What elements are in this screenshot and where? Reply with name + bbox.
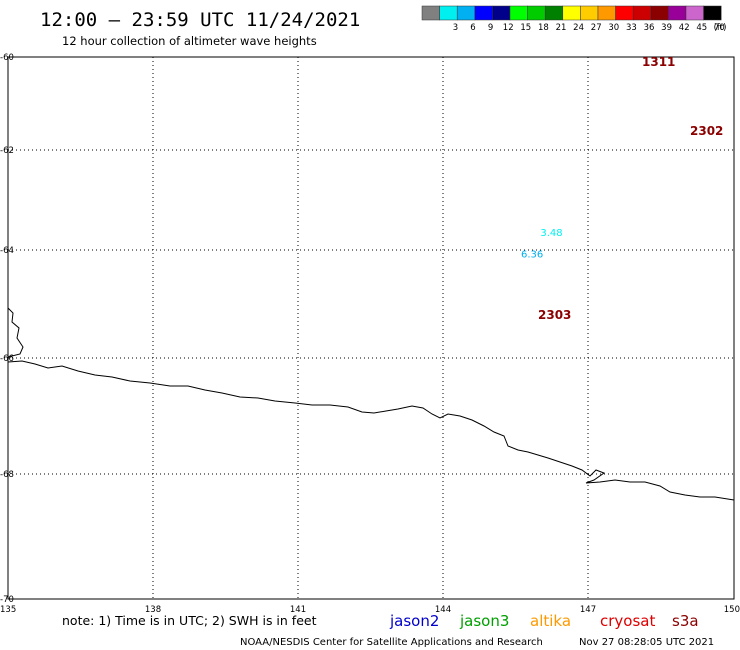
coastline (7, 307, 735, 501)
latitude-tick-label: -66 (0, 354, 14, 364)
legend-swatch-label: 18 (538, 23, 549, 33)
latitude-tick-label: -60 (0, 53, 14, 63)
legend-swatch-label: 9 (488, 23, 493, 33)
satellite-jason3: jason3 (459, 612, 509, 630)
legend-swatch (668, 5, 687, 21)
legend-swatch (703, 5, 722, 21)
map-title: 12:00 – 23:59 UTC 11/24/2021 (40, 9, 360, 31)
legend-swatch (474, 5, 493, 21)
latitude-tick-label: -70 (0, 595, 14, 605)
legend-swatch (562, 5, 581, 21)
latitude-tick-label: -64 (0, 246, 14, 256)
legend-swatch (597, 5, 616, 21)
legend-swatch-label: 24 (573, 23, 584, 33)
wave-height-color-legend: 3 6 9 12 15 18 21 24 27 30 33 36 39 42 45 70(ft) (421, 5, 727, 33)
credit-text: NOAA/NESDIS Center for Satellite Applica… (240, 637, 543, 648)
wave-height-observations: 3.48 6.36 (521, 228, 563, 261)
legend-swatch-label: 3 (453, 23, 458, 33)
legend-swatch (650, 5, 669, 21)
legend-swatch-label: 39 (661, 23, 672, 33)
legend-swatch (421, 5, 440, 21)
legend-swatch-label: 6 (470, 23, 475, 33)
legend-swatch (492, 5, 511, 21)
legend-swatch (580, 5, 599, 21)
longitude-tick-label: 150 (724, 605, 740, 615)
wave-height-label: 6.36 (521, 250, 543, 261)
legend-swatch-label: 36 (644, 23, 655, 33)
legend-swatch (632, 5, 652, 21)
legend-swatch (456, 5, 476, 21)
pass-time-label: 1311 (642, 55, 675, 69)
legend-swatch-label: 21 (556, 23, 567, 33)
graticule (8, 57, 734, 599)
latitude-tick-label: -62 (0, 146, 14, 156)
map-subtitle: 12 hour collection of altimeter wave hei… (62, 34, 317, 48)
legend-swatch (509, 5, 528, 21)
legend-swatch-label: 12 (503, 23, 514, 33)
satellite-altika: altika (530, 612, 571, 630)
legend-swatch (527, 5, 546, 21)
longitude-tick-label: 147 (580, 605, 596, 615)
satellite-legend: jason2 jason3 altika cryosat s3a (389, 612, 699, 630)
longitude-tick-label: 141 (290, 605, 306, 615)
legend-swatch-label: 42 (679, 23, 690, 33)
longitude-tick-label: 138 (145, 605, 161, 615)
legend-swatch (439, 5, 458, 21)
footer-note: note: 1) Time is in UTC; 2) SWH is in fe… (62, 613, 317, 628)
pass-time-labels: 1311 2302 2303 (538, 55, 723, 322)
legend-unit: (ft) (714, 23, 727, 33)
latitude-tick-label: -68 (0, 470, 14, 480)
timestamp-text: Nov 27 08:28:05 UTC 2021 (579, 637, 714, 648)
wave-height-label: 3.48 (540, 228, 562, 239)
map-frame (7, 56, 735, 600)
legend-swatch-label: 30 (608, 23, 619, 33)
satellite-jason2: jason2 (389, 612, 439, 630)
legend-swatch-label: 33 (626, 23, 637, 33)
axis-tick-labels: 135 138 141 144 147 150 -60 -62 -64 -66 -68 -70 (0, 53, 740, 615)
satellite-s3a: s3a (672, 612, 699, 630)
legend-swatch (544, 5, 564, 21)
pass-time-label: 2302 (690, 124, 723, 138)
legend-swatch (685, 5, 704, 21)
legend-swatch-label: 45 (696, 23, 707, 33)
legend-swatch-label: 15 (520, 23, 531, 33)
legend-swatch (615, 5, 634, 21)
longitude-tick-label: 144 (435, 605, 451, 615)
longitude-tick-label: 135 (0, 605, 16, 615)
satellite-cryosat: cryosat (600, 612, 655, 630)
legend-swatch-label: 27 (591, 23, 602, 33)
pass-time-label: 2303 (538, 308, 571, 322)
legend-swatch-label: 70 (714, 23, 725, 33)
